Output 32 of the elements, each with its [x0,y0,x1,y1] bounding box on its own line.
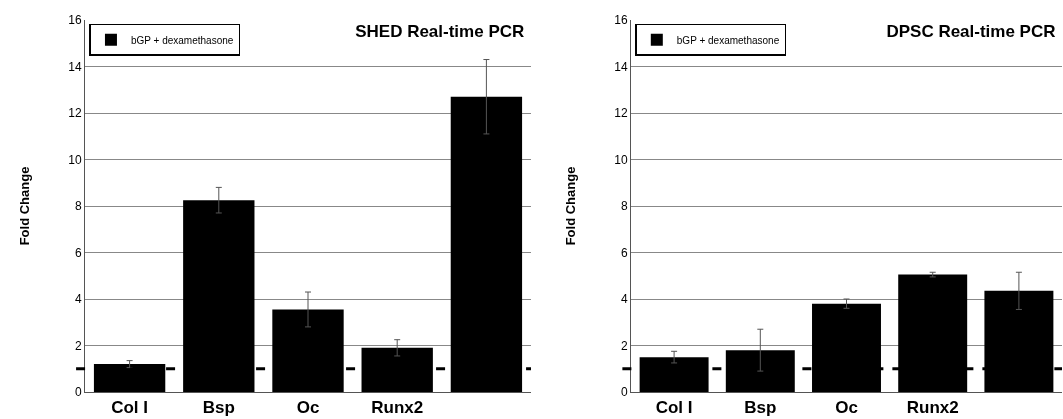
y-tick-label: 8 [620,199,628,214]
chart-title: SHED Real-time PCR [355,22,525,42]
x-tick-label: Bsp [744,398,777,418]
y-axis-title: Fold Change [563,166,579,246]
y-tick-label: 6 [620,245,628,260]
y-tick-label: 14 [614,59,628,74]
x-tick-label: Runx2 [906,398,959,418]
legend-label: bGP + dexamethasone [130,34,234,46]
y-tick-label: 6 [74,245,82,260]
y-tick-label: 16 [68,13,82,28]
y-tick-label: 4 [620,292,628,307]
y-axis-title: Fold Change [17,166,33,246]
y-tick-label: 2 [620,338,628,353]
y-tick-label: 12 [68,106,82,121]
x-tick-label: Oc [296,398,320,418]
x-tick-label: Oc [835,398,858,418]
y-tick-label: 4 [74,292,82,307]
x-tick-label: Bsp [202,398,235,418]
y-tick-label: 10 [614,152,628,167]
x-tick-label: Runx2 [371,398,424,418]
y-tick-label: 2 [74,338,82,353]
y-tick-label: 0 [620,385,628,400]
y-tick-label: 0 [74,385,82,400]
x-tick-label: Col I [655,398,693,418]
y-tick-label: 10 [68,152,82,167]
chart-title: DPSC Real-time PCR [886,22,1056,42]
legend-label: bGP + dexamethasone [676,34,780,46]
x-tick-label: Col I [111,398,149,418]
y-tick-label: 8 [74,199,82,214]
y-tick-label: 14 [68,59,82,74]
y-tick-label: 16 [614,13,628,28]
y-tick-label: 12 [614,106,628,121]
